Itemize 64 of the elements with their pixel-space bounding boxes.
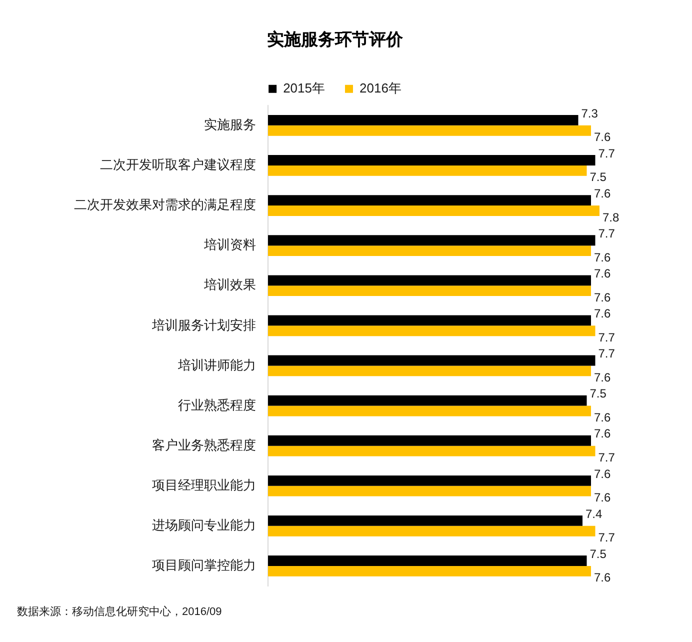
y-tick-label: 培训讲师能力 [177, 357, 256, 372]
data-label: 7.5 [590, 546, 607, 561]
legend-label: 2016年 [360, 80, 402, 96]
bar [268, 446, 596, 456]
bar [268, 526, 596, 536]
y-tick-label: 实施服务 [204, 117, 256, 132]
y-tick-label: 项目经理职业能力 [152, 477, 256, 492]
bar [268, 366, 591, 376]
data-label: 7.4 [586, 506, 603, 521]
data-label: 7.6 [594, 370, 612, 384]
data-label: 7.7 [598, 450, 616, 465]
y-tick-label: 项目顾问掌控能力 [152, 558, 256, 573]
bar [268, 406, 591, 416]
data-label: 7.6 [594, 250, 612, 264]
bar [268, 275, 591, 286]
data-label: 7.7 [598, 226, 616, 240]
bar [268, 115, 578, 126]
bar [268, 195, 591, 206]
y-tick-label: 培训资料 [203, 237, 256, 252]
data-label: 7.6 [594, 266, 612, 281]
bar [268, 286, 591, 296]
data-label: 7.5 [590, 386, 607, 401]
y-tick-label: 客户业务熟悉程度 [152, 437, 256, 452]
bar [268, 125, 591, 136]
data-label: 7.6 [594, 426, 612, 441]
data-label: 7.6 [594, 570, 612, 585]
source-note: 数据来源：移动信息化研究中心，2016/09 [17, 605, 222, 618]
bar [268, 566, 591, 576]
y-tick-label: 二次开发效果对需求的满足程度 [74, 197, 256, 212]
data-label: 7.7 [598, 146, 616, 160]
bar [268, 516, 582, 526]
data-label: 7.7 [598, 530, 616, 545]
data-label: 7.6 [594, 290, 612, 304]
bar [268, 395, 587, 406]
data-label: 7.6 [594, 410, 612, 424]
bar [268, 165, 587, 176]
bar [268, 235, 596, 246]
y-tick-label: 培训效果 [203, 277, 256, 292]
data-label: 7.6 [594, 306, 612, 321]
y-tick-label: 行业熟悉程度 [178, 397, 256, 412]
bar [268, 556, 587, 566]
legend-label: 2015年 [283, 80, 325, 96]
data-label: 7.5 [590, 170, 607, 184]
bar [268, 246, 591, 256]
data-label: 7.7 [598, 330, 616, 344]
bar [268, 435, 591, 446]
bar [268, 355, 596, 366]
bar [268, 486, 591, 496]
bar [268, 315, 591, 326]
data-label: 7.6 [594, 490, 612, 505]
bar [268, 206, 600, 216]
y-tick-label: 培训服务计划安排 [151, 317, 256, 332]
y-tick-label: 二次开发听取客户建议程度 [100, 157, 256, 172]
bar [268, 475, 591, 486]
data-label: 7.6 [594, 186, 612, 200]
bar [268, 326, 596, 336]
data-label: 7.6 [594, 466, 612, 481]
data-label: 7.3 [581, 106, 598, 120]
data-label: 7.7 [598, 346, 616, 361]
bar [268, 155, 596, 166]
data-label: 7.8 [602, 210, 620, 224]
chart-title: 实施服务环节评价 [267, 30, 404, 49]
data-label: 7.6 [594, 130, 612, 144]
y-tick-label: 进场顾问专业能力 [152, 518, 256, 533]
